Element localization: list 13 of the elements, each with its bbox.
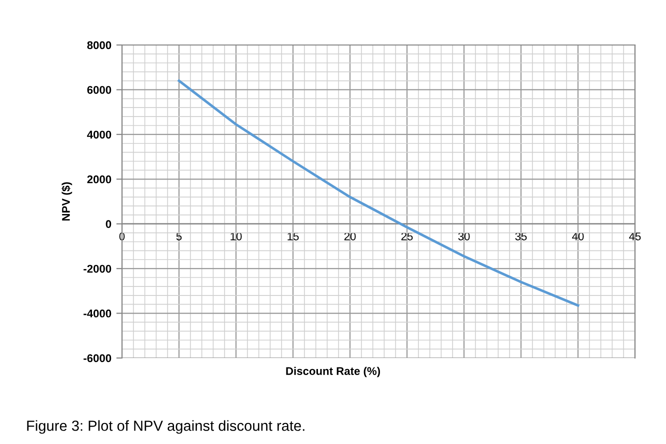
x-tick-label: 45: [629, 232, 641, 240]
y-tick-label: 2000: [87, 175, 112, 184]
y-tick-label: 8000: [87, 41, 112, 50]
y-tick-label: -6000: [84, 354, 112, 362]
y-axis-title: NPV ($): [62, 182, 72, 221]
x-tick-label: 40: [572, 232, 584, 240]
y-tick-label: -4000: [84, 310, 112, 318]
y-tick-label: 4000: [87, 130, 112, 139]
y-tick-label: 6000: [87, 86, 112, 94]
y-tick-label: -2000: [84, 264, 112, 273]
y-tick-label: 0: [106, 220, 112, 228]
x-axis-title: Discount Rate (%): [286, 366, 380, 378]
caption: Figure 3: Plot of NPV against discount rate.: [27, 420, 304, 434]
